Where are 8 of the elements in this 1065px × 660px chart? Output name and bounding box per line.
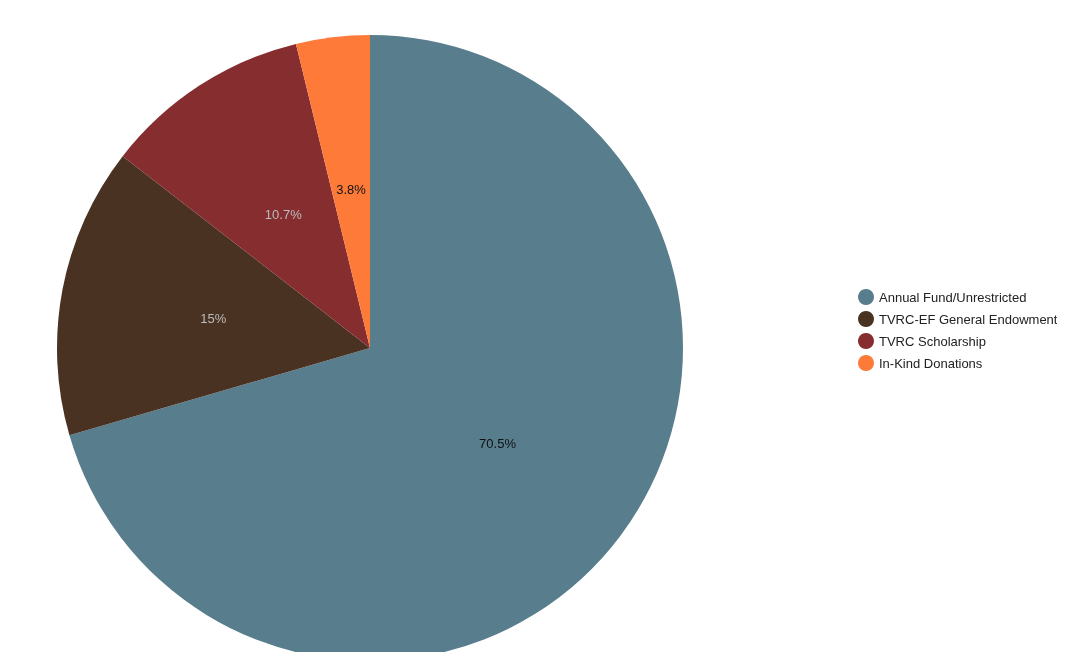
legend-label: In-Kind Donations	[879, 355, 983, 371]
data-label: 70.5%	[479, 436, 517, 452]
legend-label: Annual Fund/Unrestricted	[879, 289, 1027, 305]
data-label: 3.8%	[336, 182, 367, 198]
data-label: 10.7%	[264, 206, 303, 222]
legend-label: TVRC-EF General Endowment	[879, 311, 1058, 327]
data-label: 15%	[200, 310, 227, 326]
legend-label: TVRC Scholarship	[879, 333, 986, 349]
